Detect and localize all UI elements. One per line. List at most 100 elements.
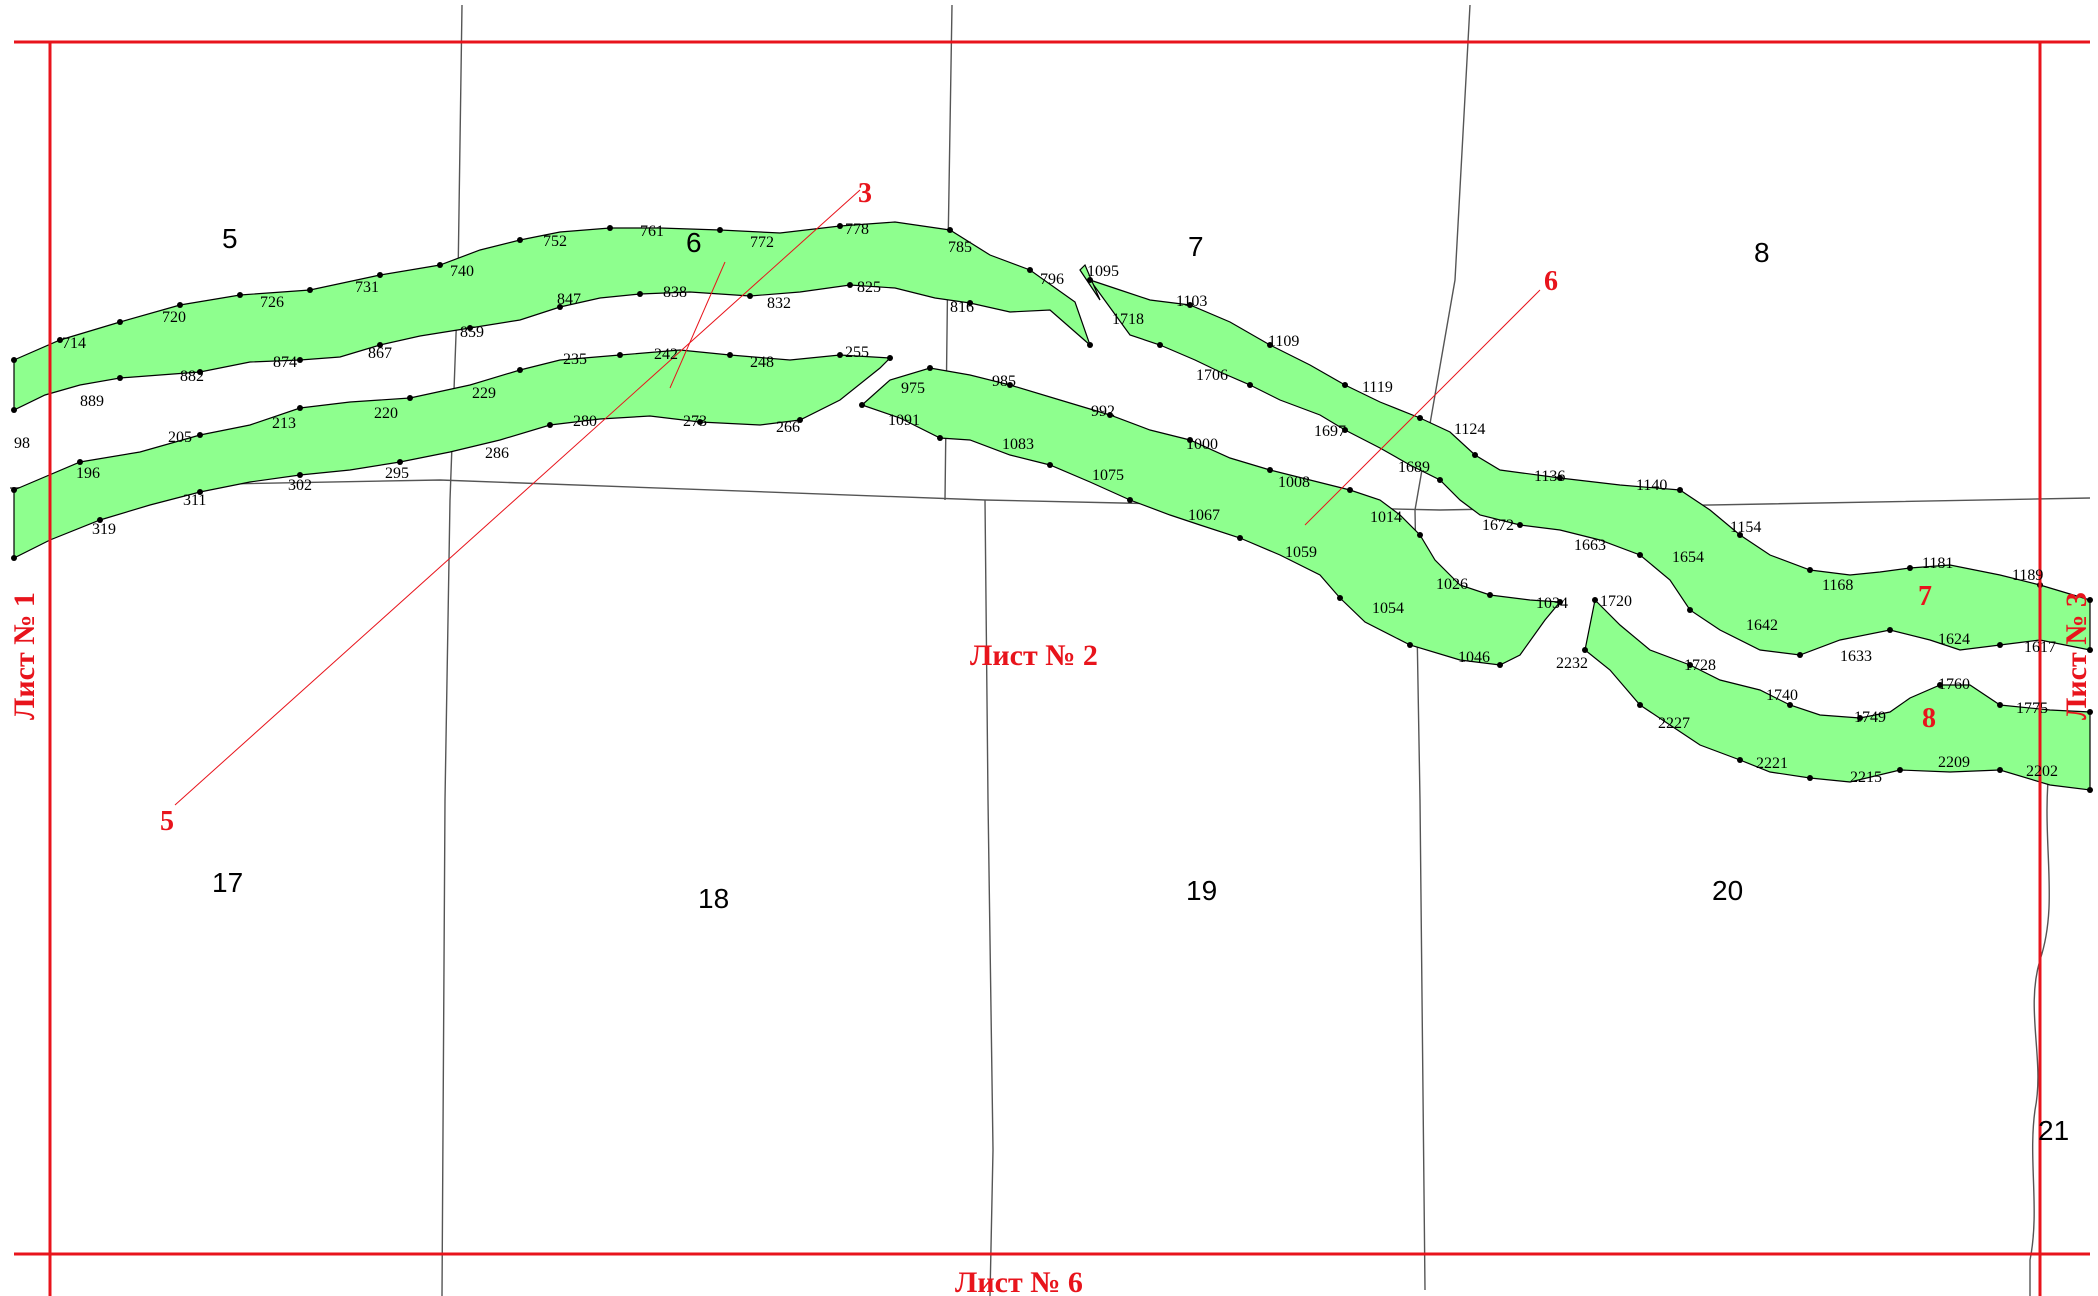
- point-label: 985: [992, 373, 1016, 390]
- point-label: 286: [485, 445, 509, 462]
- point-label: 752: [543, 233, 567, 250]
- point-label: 1046: [1458, 649, 1490, 666]
- point-label: 778: [845, 221, 869, 238]
- boundary-point: [1997, 642, 2003, 648]
- point-label: 1760: [1938, 676, 1970, 693]
- point-label: 1140: [1636, 477, 1667, 494]
- point-label: 1136: [1534, 468, 1565, 485]
- boundary-point: [1107, 412, 1113, 418]
- point-label: 796: [1040, 271, 1064, 288]
- parcel-boundary: [2029, 759, 2051, 1296]
- boundary-point: [607, 225, 613, 231]
- boundary-point: [1687, 662, 1693, 668]
- point-label: 1697: [1314, 423, 1346, 440]
- sheet-frame: [14, 40, 2090, 1296]
- boundary-point: [11, 555, 17, 561]
- point-label: 1119: [1362, 379, 1393, 396]
- boundary-point: [887, 355, 893, 361]
- boundary-point: [117, 319, 123, 325]
- boundary-point: [1237, 535, 1243, 541]
- point-label: 1168: [1822, 577, 1853, 594]
- boundary-point: [1487, 592, 1493, 598]
- point-label: 740: [450, 263, 474, 280]
- point-label: 714: [62, 335, 86, 352]
- boundary-point: [1267, 342, 1273, 348]
- point-label: 2221: [1756, 755, 1788, 772]
- point-label: 1067: [1188, 507, 1220, 524]
- section-label-6: 6: [1544, 266, 1558, 297]
- boundary-point: [1592, 597, 1598, 603]
- boundary-point: [467, 325, 473, 331]
- boundary-point: [1047, 462, 1053, 468]
- point-label: 273: [683, 413, 707, 430]
- point-label: 319: [92, 521, 116, 538]
- boundary-point: [2087, 597, 2093, 603]
- boundary-point: [57, 337, 63, 343]
- point-label: 295: [385, 465, 409, 482]
- boundary-point: [947, 227, 953, 233]
- boundary-point: [1907, 565, 1913, 571]
- point-label: 1008: [1278, 474, 1310, 491]
- boundary-point: [1787, 702, 1793, 708]
- boundary-point: [937, 435, 943, 441]
- boundary-point: [1007, 382, 1013, 388]
- boundary-point: [547, 422, 553, 428]
- point-label: 1642: [1746, 617, 1778, 634]
- boundary-point: [11, 407, 17, 413]
- point-label: 1083: [1002, 436, 1034, 453]
- parcel-boundary: [441, 4, 463, 1296]
- point-label: 838: [663, 284, 687, 301]
- point-label: 242: [654, 346, 678, 363]
- point-label: 311: [183, 492, 206, 509]
- point-label: 1749: [1854, 709, 1886, 726]
- boundary-point: [637, 291, 643, 297]
- boundary-point: [717, 227, 723, 233]
- boundary-point: [197, 432, 203, 438]
- point-label: 1103: [1176, 293, 1207, 310]
- strip-middle-left: [13, 349, 892, 559]
- point-label: 1672: [1482, 517, 1514, 534]
- point-label: 816: [950, 299, 974, 316]
- point-label: 975: [901, 380, 925, 397]
- point-label: 98: [14, 435, 30, 452]
- boundary-point: [1417, 415, 1423, 421]
- point-label: 1728: [1684, 657, 1716, 674]
- point-label: 726: [260, 294, 284, 311]
- parcel-label-21: 21: [2038, 1115, 2069, 1146]
- point-label: 1014: [1370, 509, 1402, 526]
- boundary-point: [1637, 552, 1643, 558]
- point-label: 280: [573, 413, 597, 430]
- boundary-point: [1857, 715, 1863, 721]
- point-label: 1000: [1186, 436, 1218, 453]
- point-label: 847: [557, 291, 581, 308]
- point-label: 1124: [1454, 421, 1485, 438]
- point-label: 1189: [2012, 567, 2043, 584]
- boundary-point: [1337, 595, 1343, 601]
- boundary-point: [1187, 437, 1193, 443]
- point-label: 1706: [1196, 367, 1228, 384]
- boundary-point: [1247, 382, 1253, 388]
- boundary-point: [11, 357, 17, 363]
- boundary-point: [1517, 522, 1523, 528]
- boundary-points: [11, 223, 2093, 793]
- boundary-point: [307, 287, 313, 293]
- boundary-point: [617, 352, 623, 358]
- point-label: 889: [80, 393, 104, 410]
- point-labels: 714 720 726 731 740 752 761 772 778 785 …: [14, 221, 2058, 786]
- boundary-point: [1342, 427, 1348, 433]
- point-label: 302: [288, 477, 312, 494]
- boundary-point: [297, 357, 303, 363]
- point-label: 825: [857, 279, 881, 296]
- point-label: 1740: [1766, 687, 1798, 704]
- boundary-point: [1157, 342, 1163, 348]
- boundary-point: [747, 293, 753, 299]
- strip-upper-left: [13, 221, 1092, 411]
- boundary-point: [297, 472, 303, 478]
- point-label: 255: [845, 344, 869, 361]
- point-label: 2215: [1850, 769, 1882, 786]
- boundary-point: [967, 300, 973, 306]
- boundary-point: [837, 352, 843, 358]
- point-label: 1026: [1436, 576, 1468, 593]
- point-label: 1181: [1922, 555, 1953, 572]
- parcel-label-5: 5: [222, 223, 238, 254]
